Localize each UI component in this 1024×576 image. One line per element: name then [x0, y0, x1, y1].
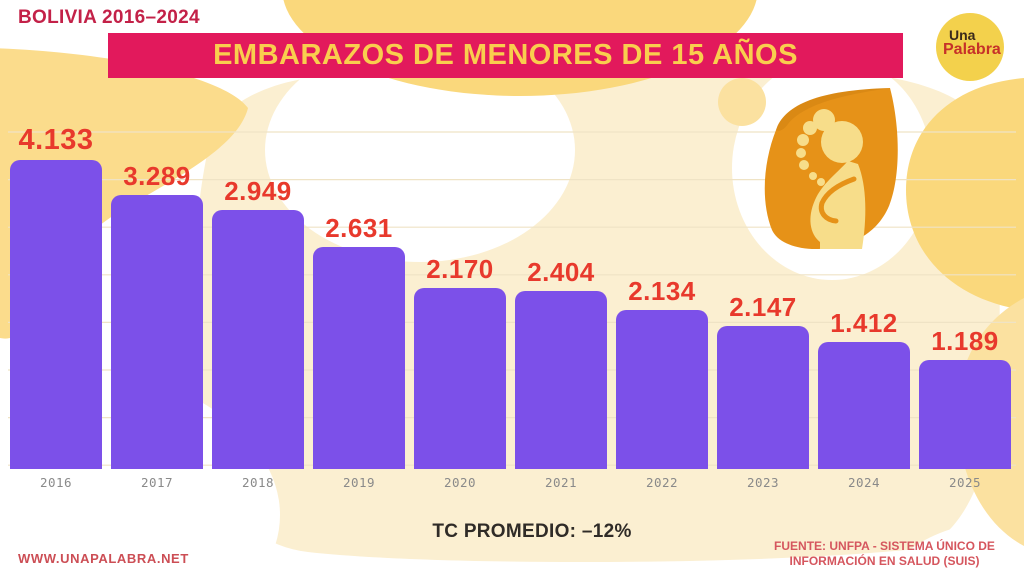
bar-2021 [515, 291, 607, 469]
logo-word-palabra: Palabra [943, 41, 1001, 58]
woman-silhouette [796, 109, 866, 249]
yellow-dot-mid [718, 78, 766, 126]
title-banner: EMBARAZOS DE MENORES DE 15 AÑOS [108, 33, 903, 78]
yellow-blob-left [0, 48, 248, 339]
bar-2019 [313, 247, 405, 469]
axis-year-label-2017: 2017 [140, 475, 174, 490]
source-line-2: INFORMACIÓN EN SALUD (SUIS) [789, 554, 980, 568]
avg-rate-annotation: TC PROMEDIO: –12% [432, 521, 632, 542]
bar-2025 [919, 360, 1011, 469]
kicker-title: BOLIVIA 2016–2024 [18, 7, 200, 28]
logo-word-una: Una [949, 27, 976, 43]
bar-value-label-2021: 2.404 [527, 257, 595, 287]
axis-year-label-2016: 2016 [39, 475, 73, 490]
bar-value-label-2020: 2.170 [426, 254, 494, 284]
bar-value-label-2025: 1.189 [931, 326, 999, 356]
axis-year-label-2021: 2021 [544, 475, 578, 490]
source-attribution: FUENTE: UNFPA - SISTEMA ÚNICO DE INFORMA… [742, 539, 1024, 569]
bar-2017 [111, 195, 203, 469]
woman-arm-line [818, 176, 857, 224]
brand-logo: Una Palabra [936, 13, 1004, 81]
axis-year-label-2025: 2025 [948, 475, 982, 490]
bar-value-label-2022: 2.134 [628, 276, 696, 306]
bar-2024 [818, 342, 910, 469]
bar-value-label-2017: 3.289 [123, 161, 191, 191]
yellow-blob-right [906, 78, 1024, 310]
pregnant-woman-illustration [764, 88, 898, 250]
axis-year-label-2023: 2023 [746, 475, 780, 490]
axis-year-label-2020: 2020 [443, 475, 477, 490]
axis-year-label-2024: 2024 [847, 475, 881, 490]
axis-year-label-2022: 2022 [645, 475, 679, 490]
bar-2016 [10, 160, 102, 469]
axis-year-label-2018: 2018 [241, 475, 275, 490]
bar-value-label-2023: 2.147 [729, 292, 797, 322]
bar-2020 [414, 288, 506, 469]
bar-2018 [212, 210, 304, 469]
source-line-1: FUENTE: UNFPA - SISTEMA ÚNICO DE [774, 539, 995, 553]
website-url: WWW.UNAPALABRA.NET [18, 551, 189, 566]
white-blob-bottom-right [887, 520, 1024, 576]
page-title: EMBARAZOS DE MENORES DE 15 AÑOS [213, 39, 798, 71]
leaf-shade [776, 88, 890, 131]
bar-2023 [717, 326, 809, 469]
bar-value-label-2024: 1.412 [830, 308, 898, 338]
axis-year-label-2019: 2019 [342, 475, 376, 490]
bar-value-label-2019: 2.631 [325, 213, 393, 243]
bar-value-label-2016: 4.133 [18, 124, 94, 156]
bar-value-label-2018: 2.949 [224, 176, 292, 206]
bar-2022 [616, 310, 708, 469]
